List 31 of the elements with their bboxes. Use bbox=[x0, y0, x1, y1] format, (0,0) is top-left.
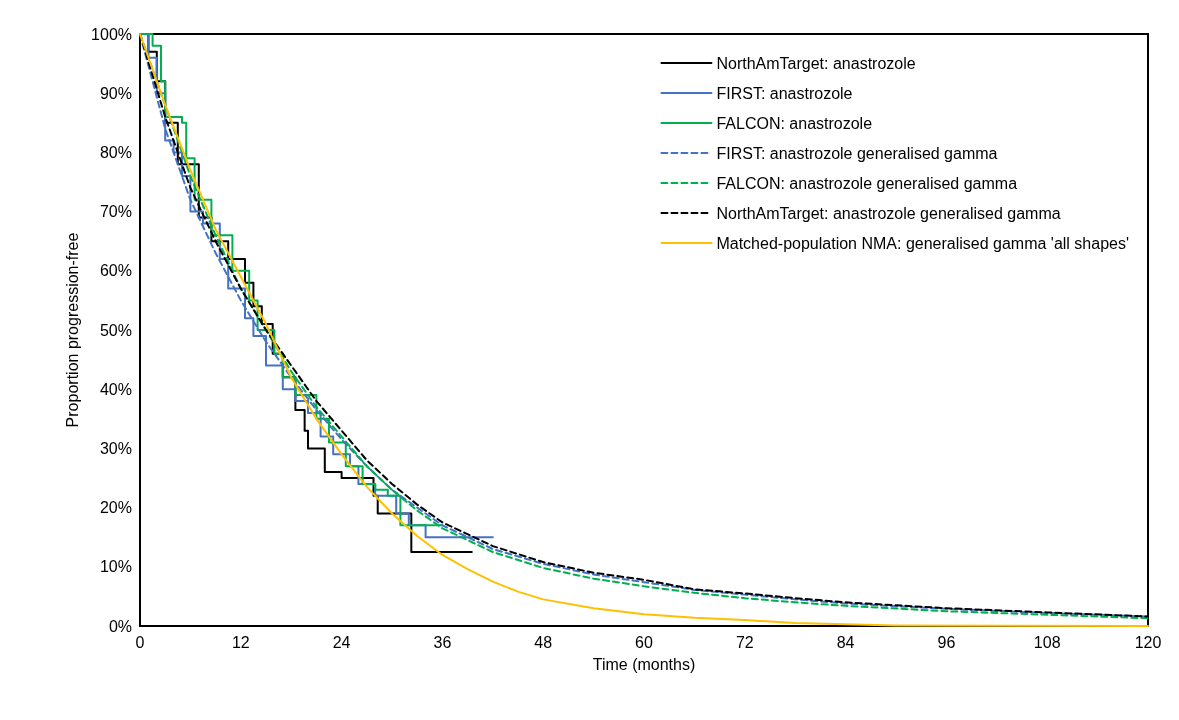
x-tick-label: 108 bbox=[1033, 633, 1061, 651]
y-tick-label: 0% bbox=[108, 617, 132, 635]
x-tick-label: 0 bbox=[135, 633, 145, 651]
y-tick-label: 50% bbox=[99, 321, 132, 339]
y-tick-label: 90% bbox=[99, 84, 132, 102]
y-tick-label: 30% bbox=[99, 439, 132, 457]
y-tick-label: 70% bbox=[99, 203, 132, 221]
legend-label: NorthAmTarget: anastrozole generalised gamma bbox=[716, 204, 1061, 222]
legend-label: FIRST: anastrozole bbox=[716, 84, 853, 102]
y-tick-label: 10% bbox=[99, 558, 132, 576]
legend-label: FALCON: anastrozole generalised gamma bbox=[716, 174, 1018, 192]
x-axis-title: Time (months) bbox=[592, 655, 696, 673]
y-tick-label: 20% bbox=[99, 499, 132, 517]
x-tick-label: 24 bbox=[332, 633, 351, 651]
x-tick-label: 120 bbox=[1134, 633, 1162, 651]
legend-label: FIRST: anastrozole generalised gamma bbox=[716, 144, 998, 162]
x-tick-label: 84 bbox=[836, 633, 855, 651]
x-tick-label: 60 bbox=[635, 633, 653, 651]
legend-label: NorthAmTarget: anastrozole bbox=[716, 54, 916, 72]
y-tick-label: 60% bbox=[99, 262, 132, 280]
x-tick-label: 12 bbox=[231, 633, 250, 651]
y-axis-title: Proportion progression-free bbox=[63, 232, 81, 428]
legend-label: FALCON: anastrozole bbox=[716, 114, 873, 132]
y-tick-label: 80% bbox=[99, 143, 132, 161]
y-tick-label: 100% bbox=[91, 25, 132, 43]
x-tick-label: 72 bbox=[735, 633, 754, 651]
y-tick-label: 40% bbox=[99, 380, 132, 398]
legend-label: Matched-population NMA: generalised gamma 'all shapes' bbox=[716, 234, 1130, 252]
x-tick-label: 96 bbox=[937, 633, 956, 651]
x-tick-label: 48 bbox=[534, 633, 553, 651]
x-tick-label: 36 bbox=[433, 633, 452, 651]
